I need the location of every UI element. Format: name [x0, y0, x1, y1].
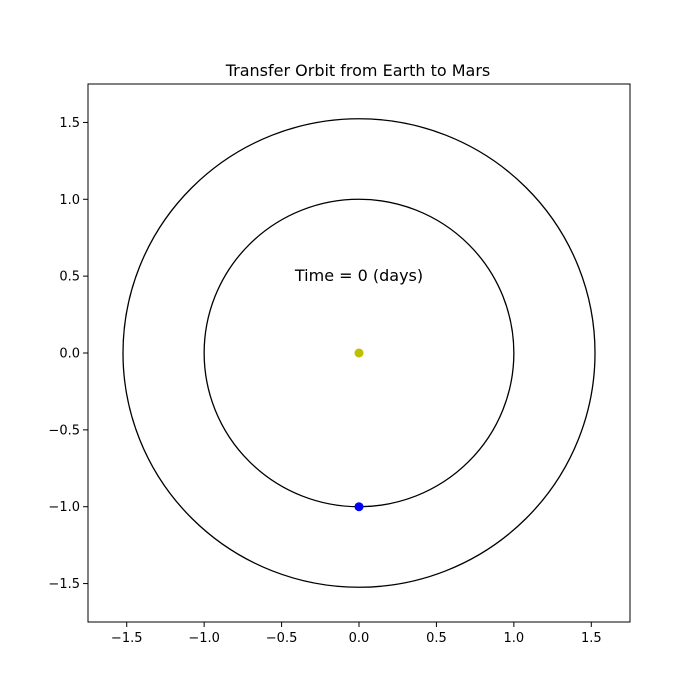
y-tick-label: 0.5	[59, 270, 80, 285]
orbit-1	[122, 118, 596, 588]
x-tick-label: 1.0	[504, 631, 525, 646]
x-tick-label: −1.5	[111, 631, 143, 646]
y-tick-label: −0.5	[48, 423, 80, 438]
chart-title: Transfer Orbit from Earth to Mars	[225, 61, 491, 80]
x-tick-label: 0.5	[426, 631, 447, 646]
time-annotation: Time = 0 (days)	[294, 266, 423, 285]
point-1	[354, 502, 364, 512]
x-tick-label: −0.5	[266, 631, 298, 646]
y-tick-label: 1.5	[59, 116, 80, 131]
x-tick-label: 1.5	[581, 631, 602, 646]
point-0	[354, 348, 364, 358]
plot-frame	[87, 83, 631, 623]
y-tick-label: 1.0	[59, 193, 80, 208]
y-tick-label: −1.0	[48, 500, 80, 515]
y-tick-label: −1.5	[48, 577, 80, 592]
y-tick-label: 0.0	[59, 347, 80, 362]
x-tick-label: −1.0	[188, 631, 220, 646]
x-tick-label: 0.0	[349, 631, 370, 646]
